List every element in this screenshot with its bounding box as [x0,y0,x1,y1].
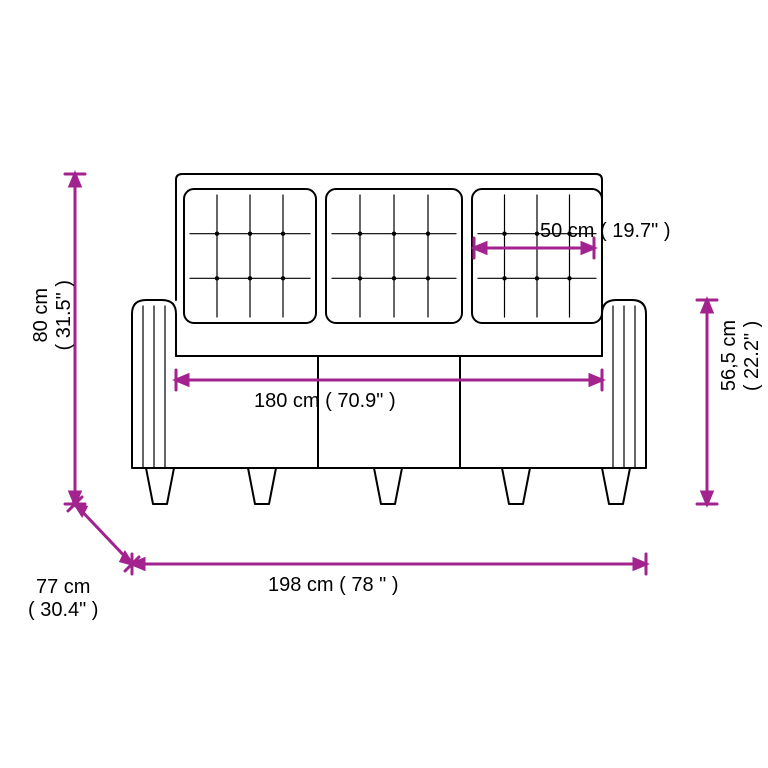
label-full-width: 198 cm ( 78 " ) [268,574,399,597]
label-seat-width: 180 cm ( 70.9" ) [254,390,396,413]
dimension-lines [0,0,768,768]
label-arm-height: 56,5 cm( 22.2" ) [718,320,764,391]
label-seat-depth: 50 cm ( 19.7" ) [540,220,671,243]
dimension-diagram: 80 cm( 31.5" ) 77 cm( 30.4" ) 198 cm ( 7… [0,0,768,768]
label-height: 80 cm( 31.5" ) [30,280,76,350]
label-depth: 77 cm( 30.4" ) [28,576,98,622]
